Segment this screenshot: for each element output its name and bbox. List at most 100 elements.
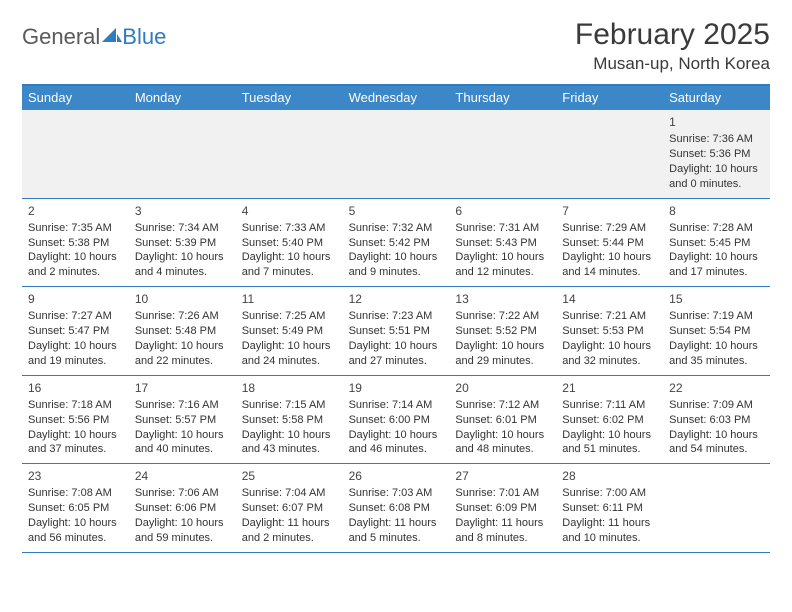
sunrise-text: Sunrise: 7:29 AM — [562, 221, 657, 236]
day-cell: 25Sunrise: 7:04 AMSunset: 6:07 PMDayligh… — [236, 464, 343, 552]
daylight-text-1: Daylight: 10 hours — [28, 250, 123, 265]
daylight-text-2: and 54 minutes. — [669, 442, 764, 457]
calendar-page: General Blue February 2025 Musan-up, Nor… — [0, 0, 792, 571]
day-number: 7 — [562, 203, 657, 219]
sunset-text: Sunset: 5:39 PM — [135, 236, 230, 251]
sunrise-text: Sunrise: 7:27 AM — [28, 309, 123, 324]
daylight-text-1: Daylight: 10 hours — [242, 250, 337, 265]
sunrise-text: Sunrise: 7:25 AM — [242, 309, 337, 324]
day-header-row: Sunday Monday Tuesday Wednesday Thursday… — [22, 86, 770, 110]
day-number: 11 — [242, 291, 337, 307]
weeks-container: 1Sunrise: 7:36 AMSunset: 5:36 PMDaylight… — [22, 110, 770, 553]
day-cell: 21Sunrise: 7:11 AMSunset: 6:02 PMDayligh… — [556, 376, 663, 464]
sunset-text: Sunset: 6:05 PM — [28, 501, 123, 516]
daylight-text-2: and 9 minutes. — [349, 265, 444, 280]
day-cell: 17Sunrise: 7:16 AMSunset: 5:57 PMDayligh… — [129, 376, 236, 464]
sunset-text: Sunset: 5:56 PM — [28, 413, 123, 428]
sunset-text: Sunset: 6:01 PM — [455, 413, 550, 428]
day-number: 5 — [349, 203, 444, 219]
sunrise-text: Sunrise: 7:01 AM — [455, 486, 550, 501]
sunrise-text: Sunrise: 7:18 AM — [28, 398, 123, 413]
week-row: 23Sunrise: 7:08 AMSunset: 6:05 PMDayligh… — [22, 464, 770, 553]
day-cell: 16 Sunrise: 7:18 AMSunset: 5:56 PMDayligh… — [22, 376, 129, 464]
sunrise-text: Sunrise: 7:28 AM — [669, 221, 764, 236]
day-number: 20 — [455, 380, 550, 396]
day-number: 25 — [242, 468, 337, 484]
sunset-text: Sunset: 5:44 PM — [562, 236, 657, 251]
day-cell: 5Sunrise: 7:32 AMSunset: 5:42 PMDaylight… — [343, 199, 450, 287]
daylight-text-1: Daylight: 10 hours — [349, 250, 444, 265]
sunrise-text: Sunrise: 7:35 AM — [28, 221, 123, 236]
day-number: 6 — [455, 203, 550, 219]
empty-cell — [556, 110, 663, 198]
day-number: 2 — [28, 203, 123, 219]
week-row: 2Sunrise: 7:35 AMSunset: 5:38 PMDaylight… — [22, 199, 770, 288]
sunrise-text: Sunrise: 7:31 AM — [455, 221, 550, 236]
dayname-tuesday: Tuesday — [236, 86, 343, 110]
daylight-text-1: Daylight: 10 hours — [455, 428, 550, 443]
daylight-text-1: Daylight: 10 hours — [28, 339, 123, 354]
daylight-text-1: Daylight: 11 hours — [562, 516, 657, 531]
sunrise-text: Sunrise: 7:08 AM — [28, 486, 123, 501]
empty-cell — [236, 110, 343, 198]
daylight-text-2: and 5 minutes. — [349, 531, 444, 546]
sunset-text: Sunset: 6:00 PM — [349, 413, 444, 428]
sunset-text: Sunset: 5:51 PM — [349, 324, 444, 339]
day-number: 12 — [349, 291, 444, 307]
daylight-text-1: Daylight: 10 hours — [349, 428, 444, 443]
sunset-text: Sunset: 6:06 PM — [135, 501, 230, 516]
week-row: 9Sunrise: 7:27 AMSunset: 5:47 PMDaylight… — [22, 287, 770, 376]
sunrise-text: Sunrise: 7:32 AM — [349, 221, 444, 236]
page-header: General Blue February 2025 Musan-up, Nor… — [22, 18, 770, 74]
location-text: Musan-up, North Korea — [575, 54, 770, 74]
daylight-text-1: Daylight: 10 hours — [242, 339, 337, 354]
logo-sail-icon — [102, 24, 122, 50]
daylight-text-1: Daylight: 10 hours — [669, 250, 764, 265]
daylight-text-1: Daylight: 10 hours — [669, 339, 764, 354]
daylight-text-1: Daylight: 10 hours — [562, 428, 657, 443]
day-cell: 28Sunrise: 7:00 AMSunset: 6:11 PMDayligh… — [556, 464, 663, 552]
day-number: 17 — [135, 380, 230, 396]
sunrise-text: Sunrise: 7:34 AM — [135, 221, 230, 236]
day-cell: 23Sunrise: 7:08 AMSunset: 6:05 PMDayligh… — [22, 464, 129, 552]
daylight-text-2: and 19 minutes. — [28, 354, 123, 369]
daylight-text-2: and 29 minutes. — [455, 354, 550, 369]
daylight-text-1: Daylight: 10 hours — [135, 339, 230, 354]
day-cell: 14Sunrise: 7:21 AMSunset: 5:53 PMDayligh… — [556, 287, 663, 375]
empty-cell — [663, 464, 770, 552]
day-cell: 12Sunrise: 7:23 AMSunset: 5:51 PMDayligh… — [343, 287, 450, 375]
sunset-text: Sunset: 5:45 PM — [669, 236, 764, 251]
day-cell: 27Sunrise: 7:01 AMSunset: 6:09 PMDayligh… — [449, 464, 556, 552]
sunset-text: Sunset: 5:54 PM — [669, 324, 764, 339]
daylight-text-1: Daylight: 10 hours — [562, 339, 657, 354]
daylight-text-2: and 2 minutes. — [28, 265, 123, 280]
sunrise-text: Sunrise: 7:14 AM — [349, 398, 444, 413]
sunset-text: Sunset: 5:53 PM — [562, 324, 657, 339]
day-number: 18 — [242, 380, 337, 396]
daylight-text-1: Daylight: 10 hours — [28, 428, 123, 443]
day-cell: 13Sunrise: 7:22 AMSunset: 5:52 PMDayligh… — [449, 287, 556, 375]
daylight-text-1: Daylight: 11 hours — [349, 516, 444, 531]
daylight-text-2: and 8 minutes. — [455, 531, 550, 546]
day-cell: 7Sunrise: 7:29 AMSunset: 5:44 PMDaylight… — [556, 199, 663, 287]
dayname-monday: Monday — [129, 86, 236, 110]
day-cell: 9Sunrise: 7:27 AMSunset: 5:47 PMDaylight… — [22, 287, 129, 375]
day-number: 16 — [28, 380, 123, 396]
day-number: 10 — [135, 291, 230, 307]
day-cell: 10Sunrise: 7:26 AMSunset: 5:48 PMDayligh… — [129, 287, 236, 375]
day-number: 1 — [669, 114, 764, 130]
week-row: 16Sunrise: 7:18 AMSunset: 5:56 PMDayligh… — [22, 376, 770, 465]
daylight-text-2: and 27 minutes. — [349, 354, 444, 369]
sunrise-text: Sunrise: 7:19 AM — [669, 309, 764, 324]
day-number: 28 — [562, 468, 657, 484]
sunrise-text: Sunrise: 7:23 AM — [349, 309, 444, 324]
sunset-text: Sunset: 6:07 PM — [242, 501, 337, 516]
day-number: 19 — [349, 380, 444, 396]
day-number: 21 — [562, 380, 657, 396]
sunrise-text: Sunrise: 7:09 AM — [669, 398, 764, 413]
empty-cell — [22, 110, 129, 198]
daylight-text-2: and 10 minutes. — [562, 531, 657, 546]
daylight-text-1: Daylight: 11 hours — [455, 516, 550, 531]
daylight-text-1: Daylight: 10 hours — [28, 516, 123, 531]
sunset-text: Sunset: 6:09 PM — [455, 501, 550, 516]
